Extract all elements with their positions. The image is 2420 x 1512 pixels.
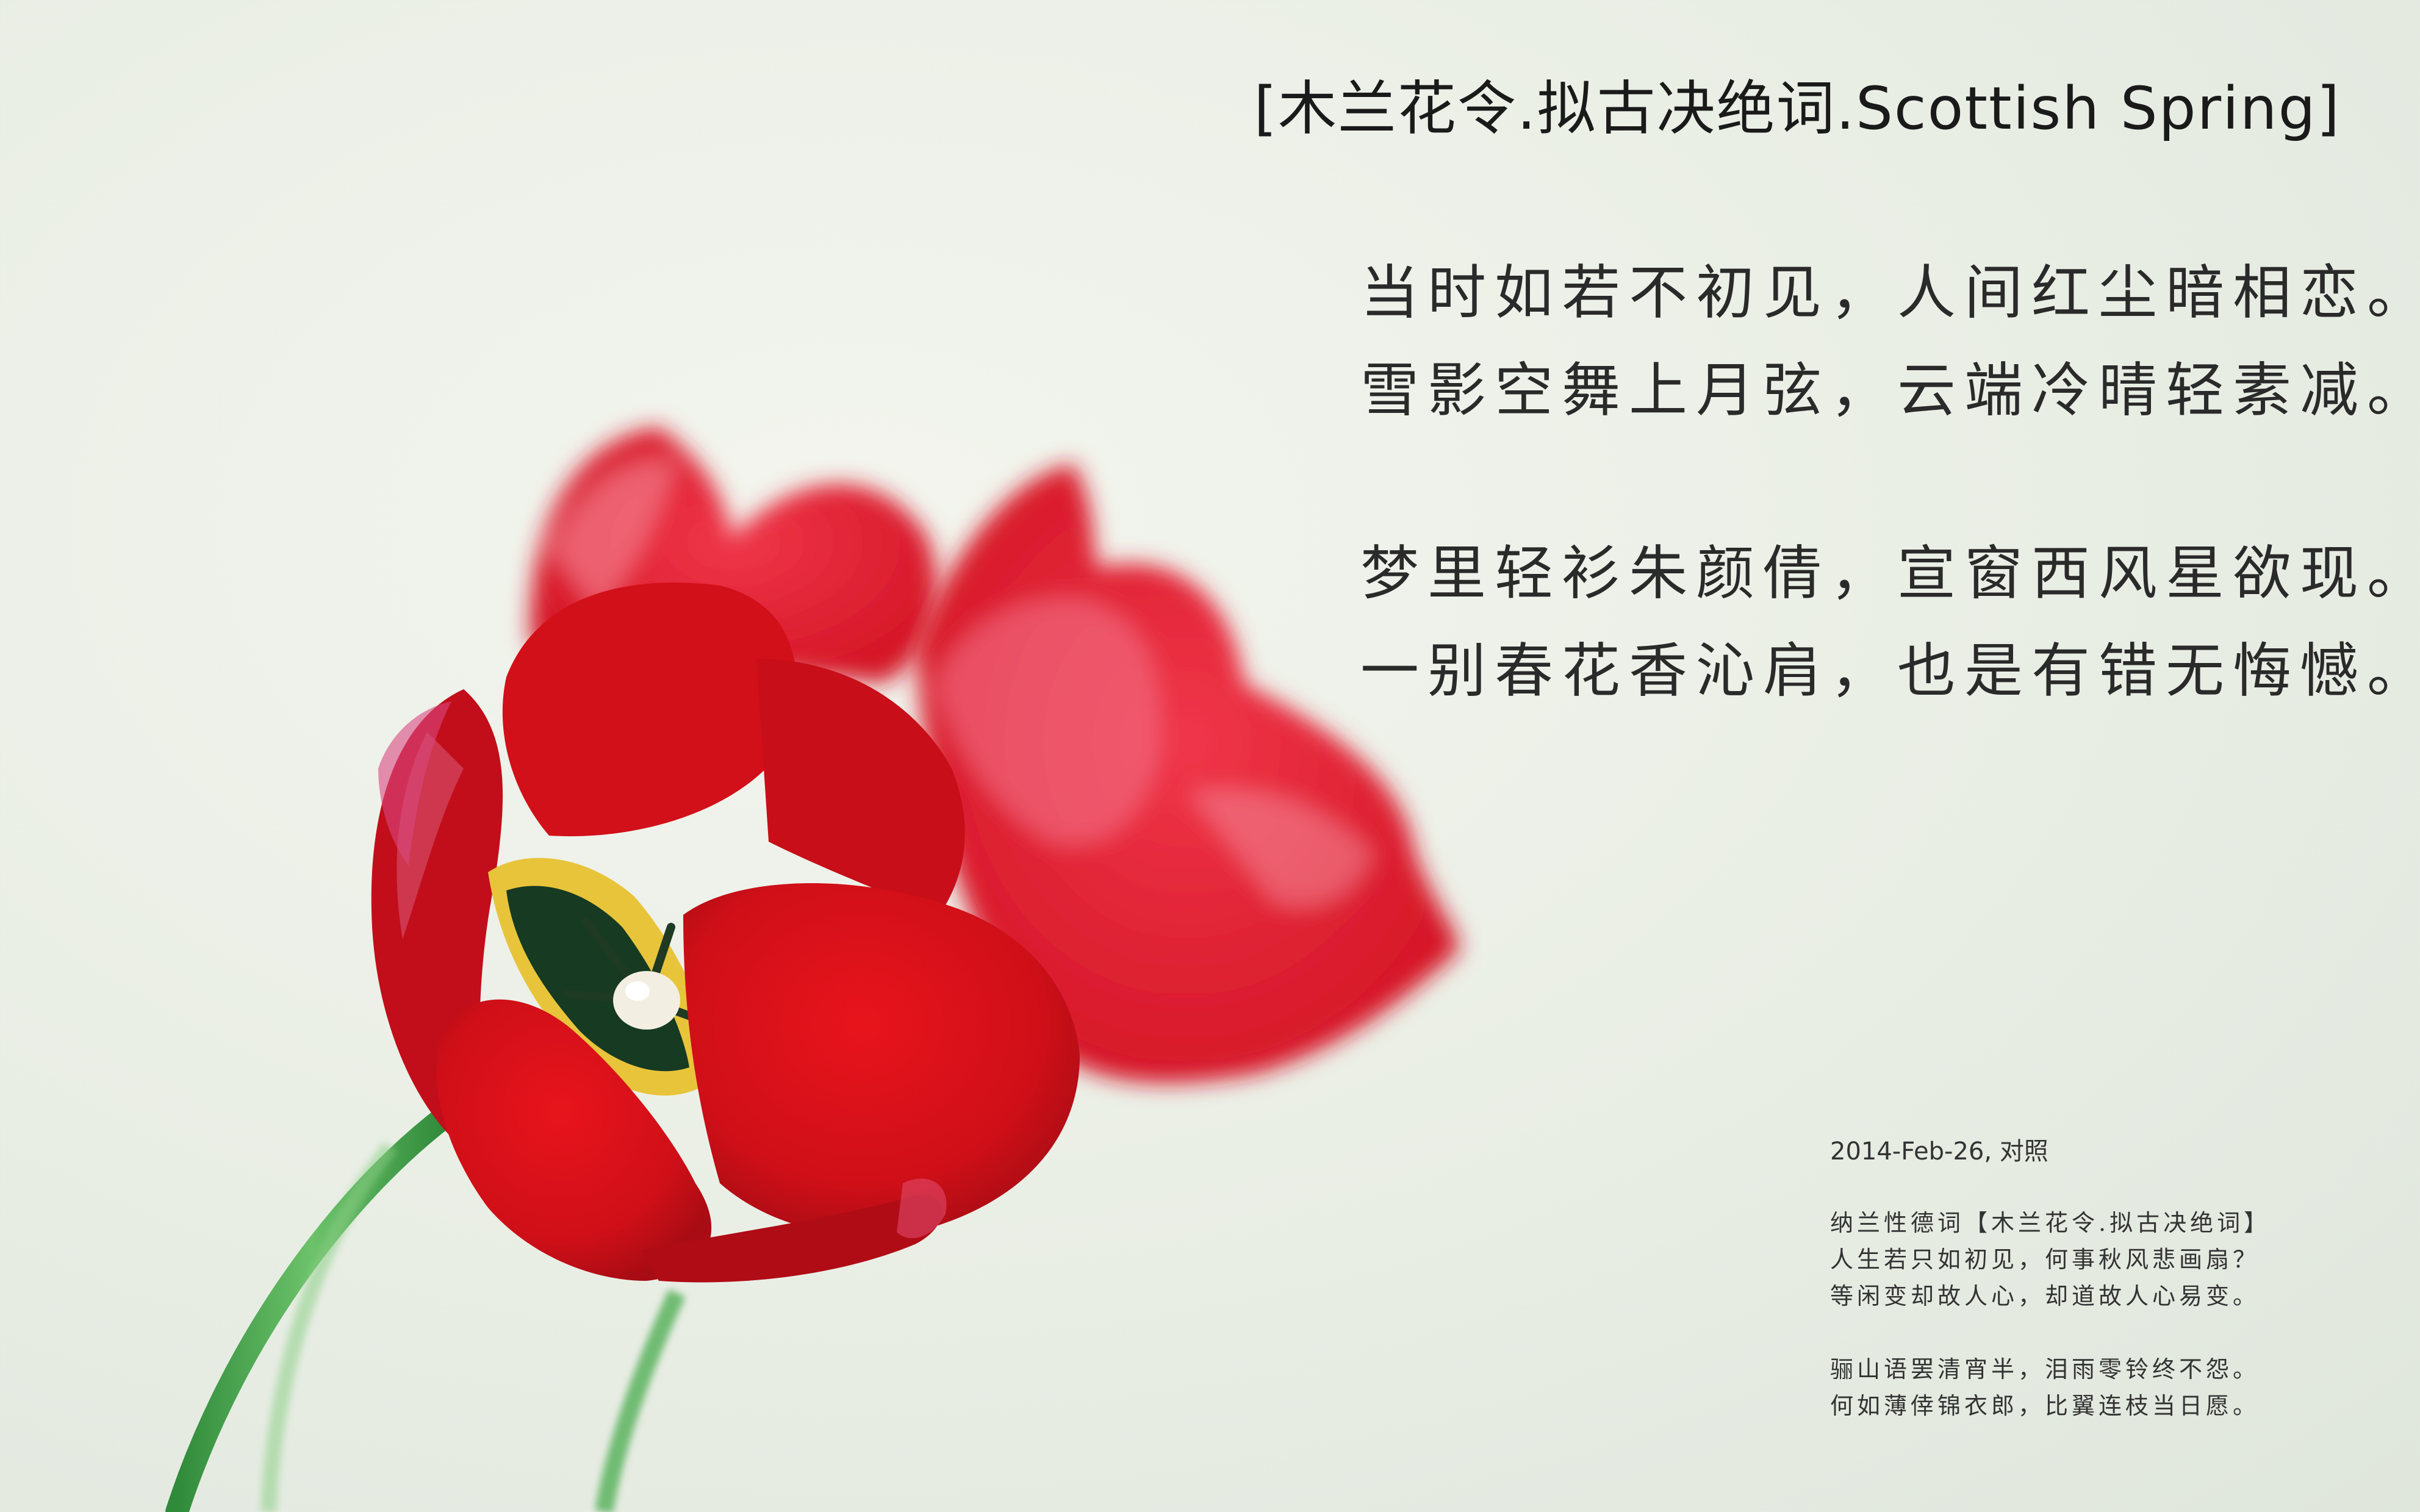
page-title: [木兰花令.拟古决绝词.Scottish Spring] [1254, 74, 2341, 143]
poem-line: 雪影空舞上月弦，云端冷晴轻素减。 [1360, 356, 2420, 425]
date-note: 2014-Feb-26, 对照 [1830, 1138, 2048, 1166]
poem: 当时如若不初见，人间红尘暗相恋。 雪影空舞上月弦，云端冷晴轻素减。 梦里轻衫朱颜… [1360, 244, 2420, 805]
front-tulip [371, 582, 1080, 1283]
poem-stanza-1: 当时如若不初见，人间红尘暗相恋。 雪影空舞上月弦，云端冷晴轻素减。 [1360, 244, 2420, 439]
reference-heading: 纳兰性德词【木兰花令.拟古决绝词】 [1830, 1209, 2271, 1236]
poem-line: 当时如若不初见，人间红尘暗相恋。 [1360, 259, 2420, 327]
stems [165, 1105, 686, 1512]
reference-line: 等闲变却故人心，却道故人心易变。 [1830, 1283, 2260, 1310]
reference-poem: 纳兰性德词【木兰花令.拟古决绝词】 人生若只如初见，何事秋风悲画扇？ 等闲变却故… [1830, 1205, 2271, 1424]
reference-line: 何如薄倖锦衣郎，比翼连枝当日愿。 [1830, 1392, 2260, 1419]
reference-line: 人生若只如初见，何事秋风悲画扇？ [1830, 1246, 2260, 1273]
poem-stanza-2: 梦里轻衫朱颜倩，宣窗西风星欲现。 一别春花香沁肩，也是有错无悔憾。 [1360, 525, 2420, 720]
back-tulip-right [915, 464, 1459, 1083]
reference-line: 骊山语罢清宵半，泪雨零铃终不怨。 [1830, 1356, 2260, 1383]
poem-line: 一别春花香沁肩，也是有错无悔憾。 [1360, 637, 2420, 705]
poem-line: 梦里轻衫朱颜倩，宣窗西风星欲现。 [1360, 539, 2420, 607]
